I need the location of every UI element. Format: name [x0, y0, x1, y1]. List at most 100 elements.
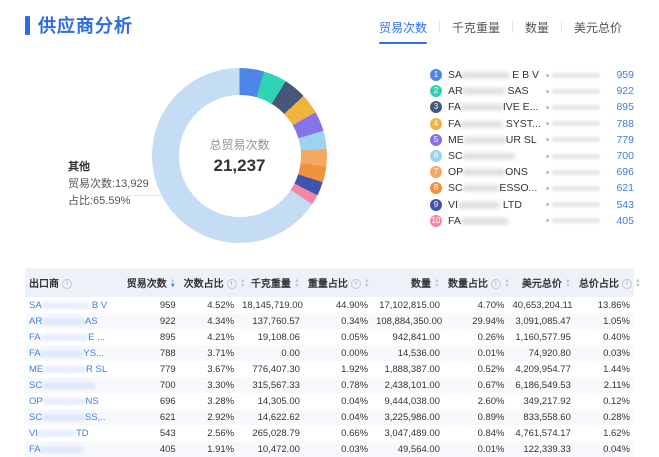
- exporter-prefix: OP: [29, 395, 43, 407]
- exporter-link[interactable]: FAxxxxxxxxxYS...: [29, 348, 104, 359]
- legend-rank-badge: 1: [430, 69, 442, 82]
- legend-bar-dot: [546, 186, 549, 190]
- exporter-link[interactable]: MExxxxxxxxxR SL: [29, 364, 107, 375]
- legend-masked-bar: [546, 104, 600, 110]
- legend-item[interactable]: 2 ARxxxxxxxx SAS 922: [430, 83, 634, 99]
- col-kg-weight[interactable]: 千克重量: [238, 268, 304, 297]
- cell-kg-weight: 137,760.57: [252, 315, 300, 327]
- exporter-masked: xxxxxxxxx: [42, 315, 85, 327]
- cell-trade-count: 543: [159, 427, 176, 439]
- info-icon[interactable]: [226, 278, 237, 289]
- sort-icon[interactable]: [170, 279, 176, 289]
- cell-quantity: 942,841.00: [392, 331, 440, 343]
- cell-price-share: 0.40%: [603, 331, 630, 343]
- sort-icon[interactable]: [504, 279, 510, 289]
- cell-exporter: ARxxxxxxxxxAS: [25, 313, 122, 329]
- cell-weight-share: 0.66%: [341, 427, 369, 439]
- column-label: 贸易次数: [126, 279, 167, 290]
- exporter-link[interactable]: ARxxxxxxxxxAS: [29, 316, 98, 327]
- col-quantity[interactable]: 数量: [372, 268, 444, 297]
- cell-count-share: 3.30%: [207, 379, 235, 391]
- column-label: 总价占比: [578, 279, 619, 290]
- info-icon[interactable]: [490, 278, 501, 289]
- exporter-masked: xxxxxxxxxxx: [42, 379, 95, 391]
- tab-separator: [511, 21, 513, 33]
- legend-bar-dot: [546, 105, 549, 109]
- legend-item[interactable]: 1 SAxxxxxxxxx E B V 959: [430, 67, 634, 83]
- legend-item[interactable]: 5 MExxxxxxxxUR SL 779: [430, 132, 634, 148]
- legend-item[interactable]: 7 OPxxxxxxxxONS 696: [430, 164, 634, 180]
- tab-trade-count[interactable]: 贸易次数: [367, 17, 439, 44]
- column-label: 出口商: [29, 279, 59, 290]
- exporter-suffix: B V: [89, 299, 108, 311]
- cell-weight-share: 0.04%: [341, 411, 369, 423]
- legend-rank-badge: 8: [430, 182, 442, 195]
- tab-usd-total[interactable]: 美元总价: [562, 17, 634, 44]
- exporter-link[interactable]: SAxxxxxxxxxx B V: [29, 300, 107, 311]
- legend-item[interactable]: 9 VIxxxxxxxx LTD 543: [430, 197, 634, 213]
- col-price-share[interactable]: 总价占比: [574, 268, 634, 297]
- exporter-masked: xxxxxxxxx: [40, 347, 84, 359]
- tab-quantity[interactable]: 数量: [513, 17, 561, 44]
- sort-icon[interactable]: [364, 279, 370, 289]
- cell-price-share: 1.44%: [603, 363, 630, 375]
- legend-item[interactable]: 4 FAxxxxxxxx SYST... 788: [430, 116, 634, 132]
- page-title-wrap: 供应商分析: [25, 12, 133, 38]
- tab-separator: [438, 21, 440, 33]
- cell-exporter: OPxxxxxxxxxNS: [25, 393, 122, 409]
- col-trade-count[interactable]: 贸易次数: [122, 268, 180, 297]
- col-count-share[interactable]: 次数占比: [179, 268, 239, 297]
- legend-bar-dot: [546, 138, 549, 142]
- legend-item[interactable]: 6 SCxxxxxxxxxx 700: [430, 148, 634, 164]
- legend-bar-line: [552, 121, 600, 127]
- sort-icon[interactable]: [635, 279, 641, 289]
- legend-item[interactable]: 10 FAxxxxxxxxx 405: [430, 213, 634, 229]
- donut-center: 总贸易次数 21,237: [178, 94, 301, 217]
- sort-icon[interactable]: [294, 279, 300, 289]
- legend-item[interactable]: 3 FAxxxxxxxxIVE E... 895: [430, 99, 634, 115]
- cell-weight-share: 1.92%: [341, 363, 369, 375]
- legend-name-masked: xxxxxxxx: [460, 117, 503, 130]
- legend-masked-bar: [546, 88, 600, 94]
- exporter-link[interactable]: OPxxxxxxxxxNS: [29, 396, 99, 407]
- exporter-link[interactable]: SCxxxxxxxxxSS,..: [29, 412, 106, 423]
- cell-kg-weight: 265,028.79: [252, 427, 300, 439]
- exporter-link[interactable]: SCxxxxxxxxxxx: [29, 380, 94, 391]
- legend-supplier-name: FAxxxxxxxxx: [448, 215, 542, 227]
- exporter-suffix: NS: [85, 395, 99, 407]
- tab-kg-weight[interactable]: 千克重量: [440, 17, 512, 44]
- exporter-link[interactable]: FAxxxxxxxxx: [29, 444, 83, 455]
- donut-chart[interactable]: 总贸易次数 21,237: [152, 68, 327, 243]
- sort-icon[interactable]: [434, 279, 440, 289]
- cell-count-share: 1.91%: [207, 443, 235, 455]
- legend-name-prefix: FA: [448, 117, 461, 130]
- legend-name-suffix: ESSO...: [499, 182, 538, 195]
- exporter-prefix: SC: [29, 379, 43, 391]
- legend-bar-dot: [546, 89, 549, 93]
- cell-trade-count: 405: [159, 443, 176, 455]
- cell-trade-count: 959: [159, 299, 176, 311]
- legend-supplier-name: FAxxxxxxxxIVE E...: [448, 101, 542, 113]
- info-icon[interactable]: [62, 278, 72, 289]
- exporter-prefix: ME: [29, 363, 44, 375]
- exporter-link[interactable]: FAxxxxxxxxxxE ...: [29, 332, 105, 343]
- cell-quantity-share: 0.84%: [477, 427, 505, 439]
- exporter-prefix: FA: [29, 347, 41, 359]
- callout-leader-line: [125, 195, 171, 196]
- info-icon[interactable]: [350, 278, 361, 289]
- legend-value: 788: [616, 117, 634, 130]
- legend-rank-badge: 4: [430, 117, 442, 130]
- col-quantity-share[interactable]: 数量占比: [443, 268, 510, 297]
- info-icon[interactable]: [621, 278, 632, 289]
- cell-quantity: 3,225,986.00: [384, 411, 440, 423]
- legend-item[interactable]: 8 SCxxxxxxxESSO... 621: [430, 180, 634, 196]
- col-weight-share[interactable]: 重量占比: [303, 268, 373, 297]
- topbar: 供应商分析 贸易次数 千克重量 数量 美元总价: [25, 12, 634, 44]
- sort-icon[interactable]: [240, 279, 246, 289]
- chart-legend: 1 SAxxxxxxxxx E B V 959 2 ARxxxxxxxx SAS 922 3…: [430, 67, 634, 229]
- sort-icon[interactable]: [565, 279, 571, 289]
- legend-name-prefix: AR: [448, 85, 463, 98]
- col-usd-total[interactable]: 美元总价: [508, 268, 575, 297]
- exporter-link[interactable]: VIxxxxxxxxTD: [29, 428, 89, 439]
- legend-masked-bar: [546, 72, 600, 78]
